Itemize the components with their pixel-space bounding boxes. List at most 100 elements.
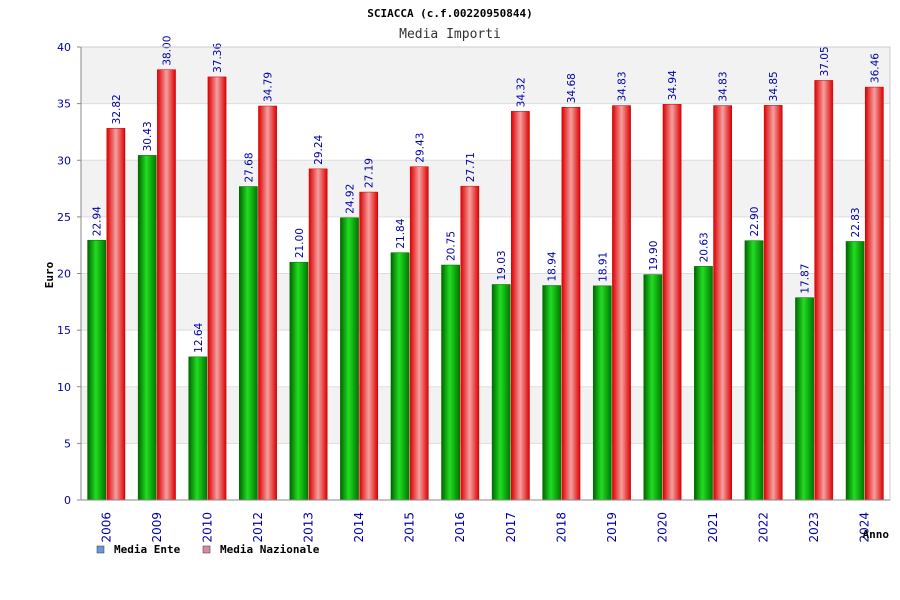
axes [77,46,891,501]
y-tick-label: 40 [57,41,71,54]
bar-value-label: 34.68 [566,73,578,103]
bar-value-label: 18.94 [547,251,559,281]
bar-value-label: 38.00 [161,36,173,66]
bar-value-label: 21.84 [395,218,407,248]
y-tick-label: 30 [57,154,71,167]
bar-media-nazionale-2022 [763,105,783,501]
bar-value-label: 22.90 [749,207,761,237]
bar-value-label: 22.94 [92,206,104,236]
bar-media-ente-2019 [592,285,612,501]
bar-media-nazionale-2013 [308,168,328,501]
legend-swatch-media-nazionale [202,545,211,554]
bar-value-label: 34.94 [667,70,679,100]
x-tick-label: 2021 [706,512,720,543]
bar-media-ente-2010 [188,356,208,501]
bar-value-label: 30.43 [142,121,154,151]
bar-value-label: 21.00 [294,228,306,258]
y-tick-label: 5 [64,437,71,450]
y-tick-label: 35 [57,98,71,111]
bar-media-nazionale-2019 [612,105,631,501]
bar-media-ente-2021 [694,266,713,501]
chart-subtitle: Media Importi [399,27,501,42]
bar-value-label: 18.91 [597,252,609,282]
y-tick-label: 20 [57,268,71,281]
x-tick-label: 2015 [403,512,417,543]
bar-media-ente-2024 [845,241,865,501]
x-tick-label: 2013 [302,512,316,543]
x-tick-label: 2009 [150,512,164,543]
bar-value-labels: 22.94 32.82 30.43 38.00 12.64 37.36 27.68 34.79… [92,36,882,353]
bar-media-ente-2018 [542,285,562,501]
bar-value-label: 34.79 [263,72,275,102]
y-tick-label: 25 [57,211,71,224]
bar-media-ente-2006 [87,239,107,501]
chart-title: SCIACCA (c.f.00220950844) [367,7,533,20]
bar-media-ente-2016 [441,264,460,501]
x-tick-label: 2024 [858,512,872,543]
bar-media-ente-2020 [643,274,663,501]
y-tick-label: 0 [64,494,71,507]
legend-label-media-ente: Media Ente [114,543,181,556]
bar-media-nazionale-2010 [207,76,227,501]
bar-value-label: 37.05 [819,46,831,76]
bar-media-nazionale-2015 [409,166,429,501]
x-tick-label: 2018 [554,512,568,543]
bar-media-nazionale-2017 [511,111,530,501]
bar-media-ente-2023 [795,297,814,501]
x-tick-label: 2017 [504,512,518,543]
bar-value-label: 27.19 [364,158,376,188]
bar-media-nazionale-2023 [814,80,834,501]
bars [87,69,884,501]
bar-media-nazionale-2020 [662,104,682,501]
bar-value-label: 36.46 [869,53,881,83]
bar-media-nazionale-2012 [258,105,277,501]
bar-value-label: 17.87 [800,264,812,294]
bar-media-nazionale-2014 [359,191,379,501]
legend-swatch-media-ente [96,545,105,554]
bar-media-nazionale-2021 [713,105,732,501]
x-tick-label: 2020 [655,512,669,543]
bar-media-nazionale-2018 [561,106,581,501]
bar-media-nazionale-2024 [864,86,884,501]
bar-value-label: 20.75 [446,231,458,261]
bar-media-nazionale-2009 [157,69,176,501]
x-tick-labels: 2006 2009 2010 2012 2013 2014 2015 2016 2017 2018… [99,512,871,543]
bar-value-label: 27.68 [243,152,255,182]
bar-media-ente-2017 [491,284,511,501]
bar-value-label: 34.32 [515,77,527,107]
bar-media-ente-2015 [390,252,410,501]
bar-value-label: 20.63 [698,232,710,262]
bar-value-label: 29.24 [313,134,325,164]
bar-media-ente-2012 [239,186,258,501]
bar-media-ente-2009 [137,155,157,501]
legend-label-media-nazionale: Media Nazionale [220,543,320,556]
y-tick-label: 10 [57,381,71,394]
bar-value-label: 24.92 [344,184,356,214]
bar-value-label: 34.83 [617,71,629,101]
bar-value-label: 22.83 [850,207,862,237]
x-tick-label: 2019 [605,512,619,543]
bar-media-ente-2014 [340,217,359,501]
x-tick-label: 2010 [200,512,214,543]
legend: Media Ente Media Nazionale [96,543,320,556]
y-tick-label: 15 [57,324,71,337]
x-tick-label: 2012 [251,512,265,543]
bar-value-label: 12.64 [193,322,205,352]
bar-media-nazionale-2006 [106,128,126,501]
x-tick-label: 2022 [757,512,771,543]
bar-media-ente-2022 [744,240,764,501]
bar-media-ente-2013 [289,261,309,501]
x-axis-label: Anno [863,528,890,541]
bar-value-label: 32.82 [111,94,123,124]
x-tick-label: 2006 [99,512,113,543]
x-tick-label: 2016 [453,512,467,543]
x-tick-label: 2014 [352,512,366,543]
y-axis-label: Euro [43,261,56,288]
bar-value-label: 34.83 [718,71,730,101]
bar-value-label: 27.71 [465,152,477,182]
bar-value-label: 29.43 [414,133,426,163]
bar-value-label: 37.36 [212,43,224,73]
bar-value-label: 19.03 [496,250,508,280]
x-tick-label: 2023 [807,512,821,543]
